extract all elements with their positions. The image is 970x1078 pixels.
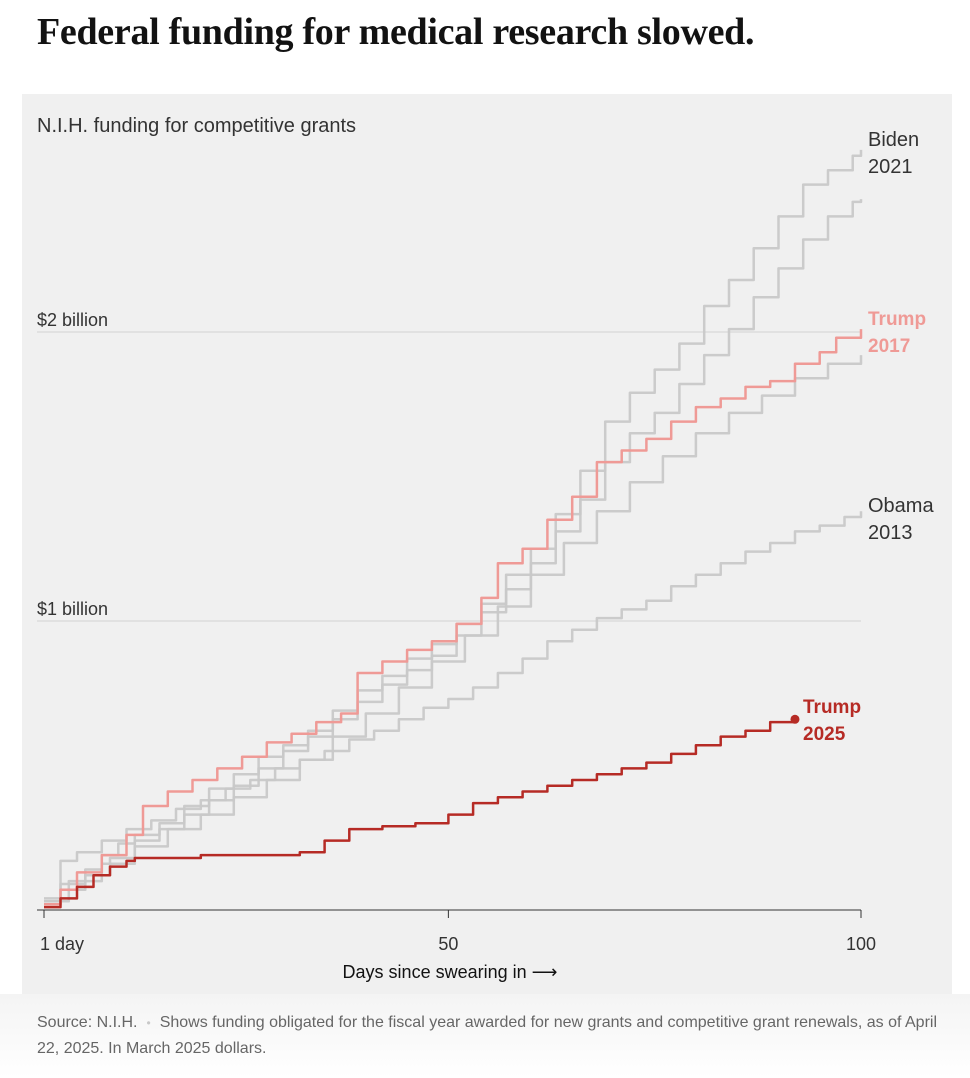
source-label: Source: N.I.H. [37, 1014, 138, 1031]
series-label: Trump [868, 309, 926, 330]
series-label: 2017 [868, 336, 910, 357]
y-gridline-label: $2 billion [37, 310, 108, 330]
end-marker [790, 714, 800, 724]
source-note: Source: N.I.H. • Shows funding obligated f… [37, 1010, 937, 1061]
series-lines [44, 149, 863, 909]
y-gridline-label: $1 billion [37, 599, 108, 619]
series-line-6 [44, 719, 797, 909]
x-tick-label: 100 [846, 934, 876, 954]
chart-title: N.I.H. funding for competitive grants [37, 115, 356, 137]
series-label: Obama [868, 495, 934, 517]
note-text: Shows funding obligated for the fiscal y… [37, 1014, 938, 1057]
series-line-3 [44, 355, 863, 903]
series-line-5 [44, 329, 863, 906]
x-axis-label: Days since swearing in ⟶ [343, 962, 558, 982]
series-label: Trump [803, 697, 861, 718]
separator-dot: • [146, 1016, 151, 1030]
series-line-4 [44, 511, 863, 900]
series-label: Biden [868, 129, 919, 151]
x-axis: 1 day 50 100 [37, 909, 876, 954]
series-label: 2025 [803, 724, 846, 745]
series-label: 2013 [868, 522, 913, 544]
footer-band [0, 994, 970, 1078]
series-label: 2021 [868, 156, 913, 178]
line-chart: N.I.H. funding for competitive grants $1… [37, 115, 934, 982]
series-labels: Biden 2021 Obama 2013 Trump 2017 Trump 2025 [803, 129, 934, 745]
chart-panel: N.I.H. funding for competitive grants $1… [22, 94, 952, 994]
gridlines: $1 billion $2 billion [37, 310, 861, 622]
series-line-1 [44, 149, 863, 903]
x-tick-label: 50 [438, 934, 458, 954]
headline: Federal funding for medical research slo… [37, 11, 755, 53]
x-tick-label: 1 day [40, 934, 84, 954]
